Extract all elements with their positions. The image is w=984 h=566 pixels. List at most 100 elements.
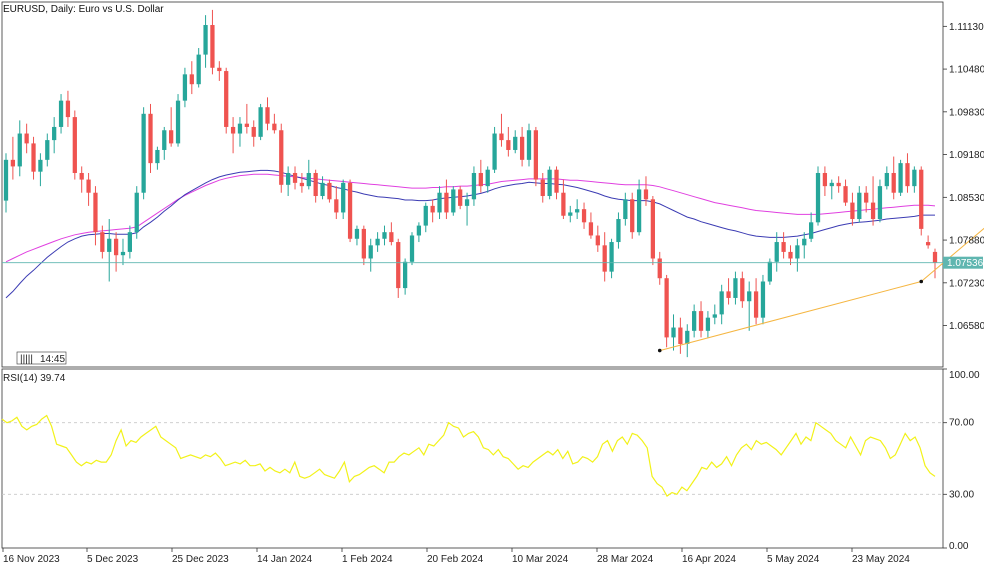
candle [657,251,662,285]
candle-body [279,130,284,185]
candle-body [347,182,353,239]
candle-body [740,278,745,302]
candle-body [313,172,318,197]
candle [100,225,105,259]
candle [196,48,201,88]
candle [815,166,821,226]
candle-body [251,126,256,137]
candle-body [196,54,201,85]
trendline[interactable] [657,206,984,353]
candle-body [437,192,442,213]
rsi-line [1,414,936,497]
candle-body [444,192,449,213]
candle [588,212,594,239]
candle [437,186,442,220]
candle-body [657,258,662,279]
current-price-label: 1.07536 [947,258,984,269]
candle-body [148,113,153,164]
time-tick-label: 10 Mar 2024 [512,554,569,565]
candle [127,225,132,259]
candle-body [31,143,36,172]
candle-body [664,278,669,338]
candle [79,166,84,193]
candle [382,225,387,246]
candle [616,212,621,249]
candle-body [3,159,9,201]
candle [24,123,29,154]
candle-body [45,140,50,160]
candle-body [671,327,676,338]
rsi-tick-label: 0.00 [949,541,969,552]
ma-slow-line [5,173,936,263]
candle [155,146,160,170]
candle [279,123,284,193]
candle [31,136,36,180]
candle-body [464,199,470,206]
time-tick-label: 1 Feb 2024 [342,554,393,565]
candle-body [265,107,270,124]
rsi-tick-label: 100.00 [949,370,980,381]
candle [884,166,889,190]
candle [402,258,408,295]
candle [836,176,841,193]
candle [809,212,814,243]
candle-body [120,251,126,256]
price-tick-label: 1.10480 [949,65,984,76]
candle [189,61,194,95]
candle [719,284,724,325]
candle [203,15,208,68]
candle-body [478,172,483,187]
candle [774,232,779,272]
trendline-anchor[interactable] [919,279,924,284]
candle-body [292,172,298,183]
candle [705,311,711,338]
candle [409,232,415,266]
candle [650,196,655,266]
candle [526,123,532,167]
candle [347,179,353,243]
candle-body [506,140,511,150]
rsi-tick-label: 70.00 [949,418,974,429]
candle [38,153,43,187]
candle [795,238,800,272]
candle-body [788,251,793,259]
candle-body [733,278,738,298]
candle [210,9,215,75]
candle-body [616,219,621,243]
price-tick-label: 1.07880 [949,236,984,247]
candle [368,238,373,272]
candle-body [458,189,463,206]
candle [217,61,222,81]
candle [485,166,490,193]
candle [671,314,676,351]
candle-body [258,107,263,137]
candle [870,176,876,226]
candle-body [561,192,566,216]
candle-body [753,291,759,318]
time-tick-label: 14 Jan 2024 [257,554,312,565]
candle [3,153,9,213]
candle-body [286,172,291,185]
trendline-anchor[interactable] [657,348,662,353]
candle-body [719,291,724,315]
candle-body [513,136,518,150]
candle [120,238,126,266]
candle-body [375,238,380,246]
candle-body [588,222,594,236]
candle [636,179,642,236]
price-tick-label: 1.09830 [949,107,984,118]
candle-body [162,130,167,150]
time-axis: 16 Nov 2023 5 Dec 2023 25 Dec 2023 14 Jan 2… [2,548,910,565]
candle [162,126,167,160]
candle [45,133,50,167]
candle-body [402,261,408,289]
candle-body [850,202,855,220]
candle-body [726,291,731,298]
candle-body [134,192,139,233]
candle [733,271,738,305]
candle [65,90,71,127]
candle [664,274,669,348]
candle [726,278,731,305]
candle [230,117,236,154]
